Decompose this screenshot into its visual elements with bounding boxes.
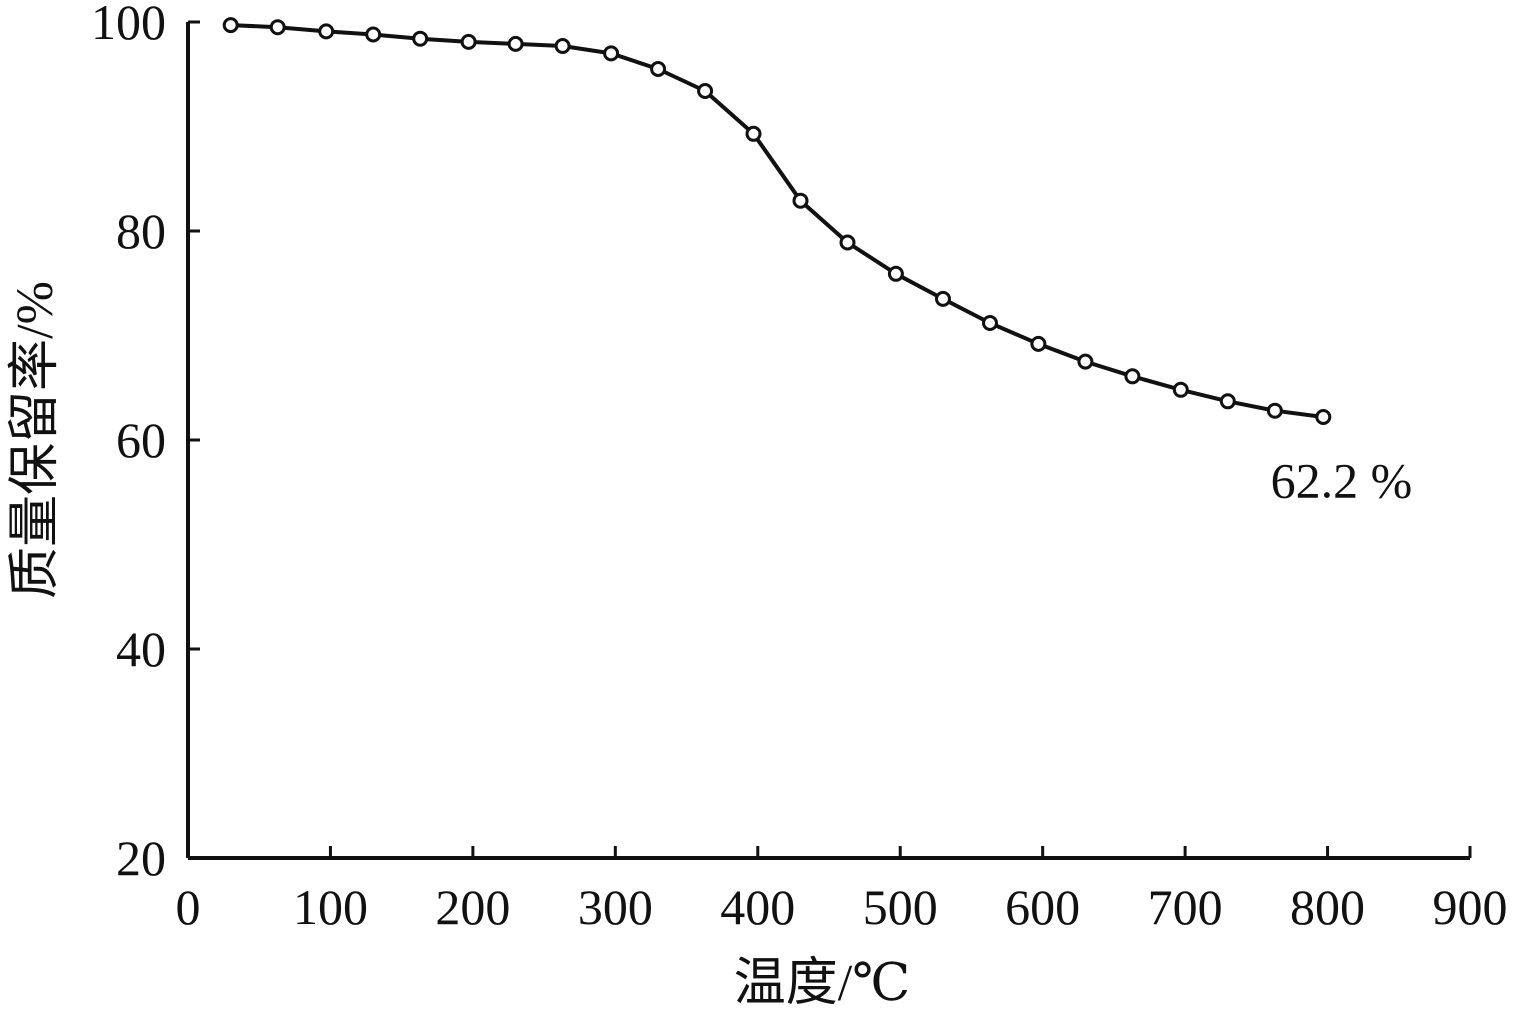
data-point	[460, 33, 477, 50]
ticks: 0 100 200 300 400 500 600 700 800 900 20 40 60 80 100	[91, 0, 1508, 935]
data-point	[935, 290, 951, 307]
x-tick-label: 400	[720, 879, 795, 935]
data-point	[1315, 409, 1332, 425]
data-point	[554, 38, 571, 54]
x-tick-label: 500	[863, 879, 938, 935]
data-point	[745, 125, 762, 142]
x-tick-label: 100	[293, 879, 368, 935]
data-point	[839, 234, 856, 251]
data-point	[697, 83, 714, 99]
series	[222, 17, 1332, 425]
data-point	[365, 26, 382, 43]
y-tick-label: 20	[116, 830, 166, 886]
data-point	[1030, 335, 1047, 352]
data-point	[792, 192, 809, 209]
data-point	[1077, 353, 1094, 370]
data-point	[1266, 402, 1283, 419]
series-line	[230, 23, 1324, 419]
end-value-annotation: 62.2 %	[1271, 452, 1413, 508]
data-point	[650, 61, 667, 77]
x-tick-label: 600	[1005, 879, 1080, 935]
data-point	[507, 35, 524, 52]
data-point	[222, 17, 239, 34]
y-tick-label: 100	[91, 0, 166, 50]
x-tick-label: 800	[1290, 879, 1365, 935]
annotations: 62.2 %	[1271, 452, 1413, 508]
y-tick-label: 40	[116, 621, 166, 677]
x-tick-label: 300	[578, 879, 653, 935]
data-point	[1124, 368, 1141, 385]
data-point	[318, 23, 335, 40]
y-tick-label: 80	[116, 203, 166, 259]
data-point	[412, 30, 429, 47]
data-point	[887, 265, 904, 282]
x-tick-label: 200	[435, 879, 510, 935]
data-point	[1172, 381, 1189, 398]
x-tick-label: 900	[1433, 879, 1508, 935]
y-axis-title: 质量保留率/%	[7, 281, 64, 599]
x-tick-label: 0	[176, 879, 201, 935]
data-point	[982, 315, 998, 331]
data-point	[1219, 393, 1236, 410]
data-point	[269, 19, 286, 36]
axes	[186, 22, 1470, 860]
y-tick-label: 60	[116, 412, 166, 468]
data-point	[603, 45, 620, 62]
x-tick-label: 700	[1148, 879, 1223, 935]
x-axis-title: 温度/℃	[734, 955, 911, 1011]
